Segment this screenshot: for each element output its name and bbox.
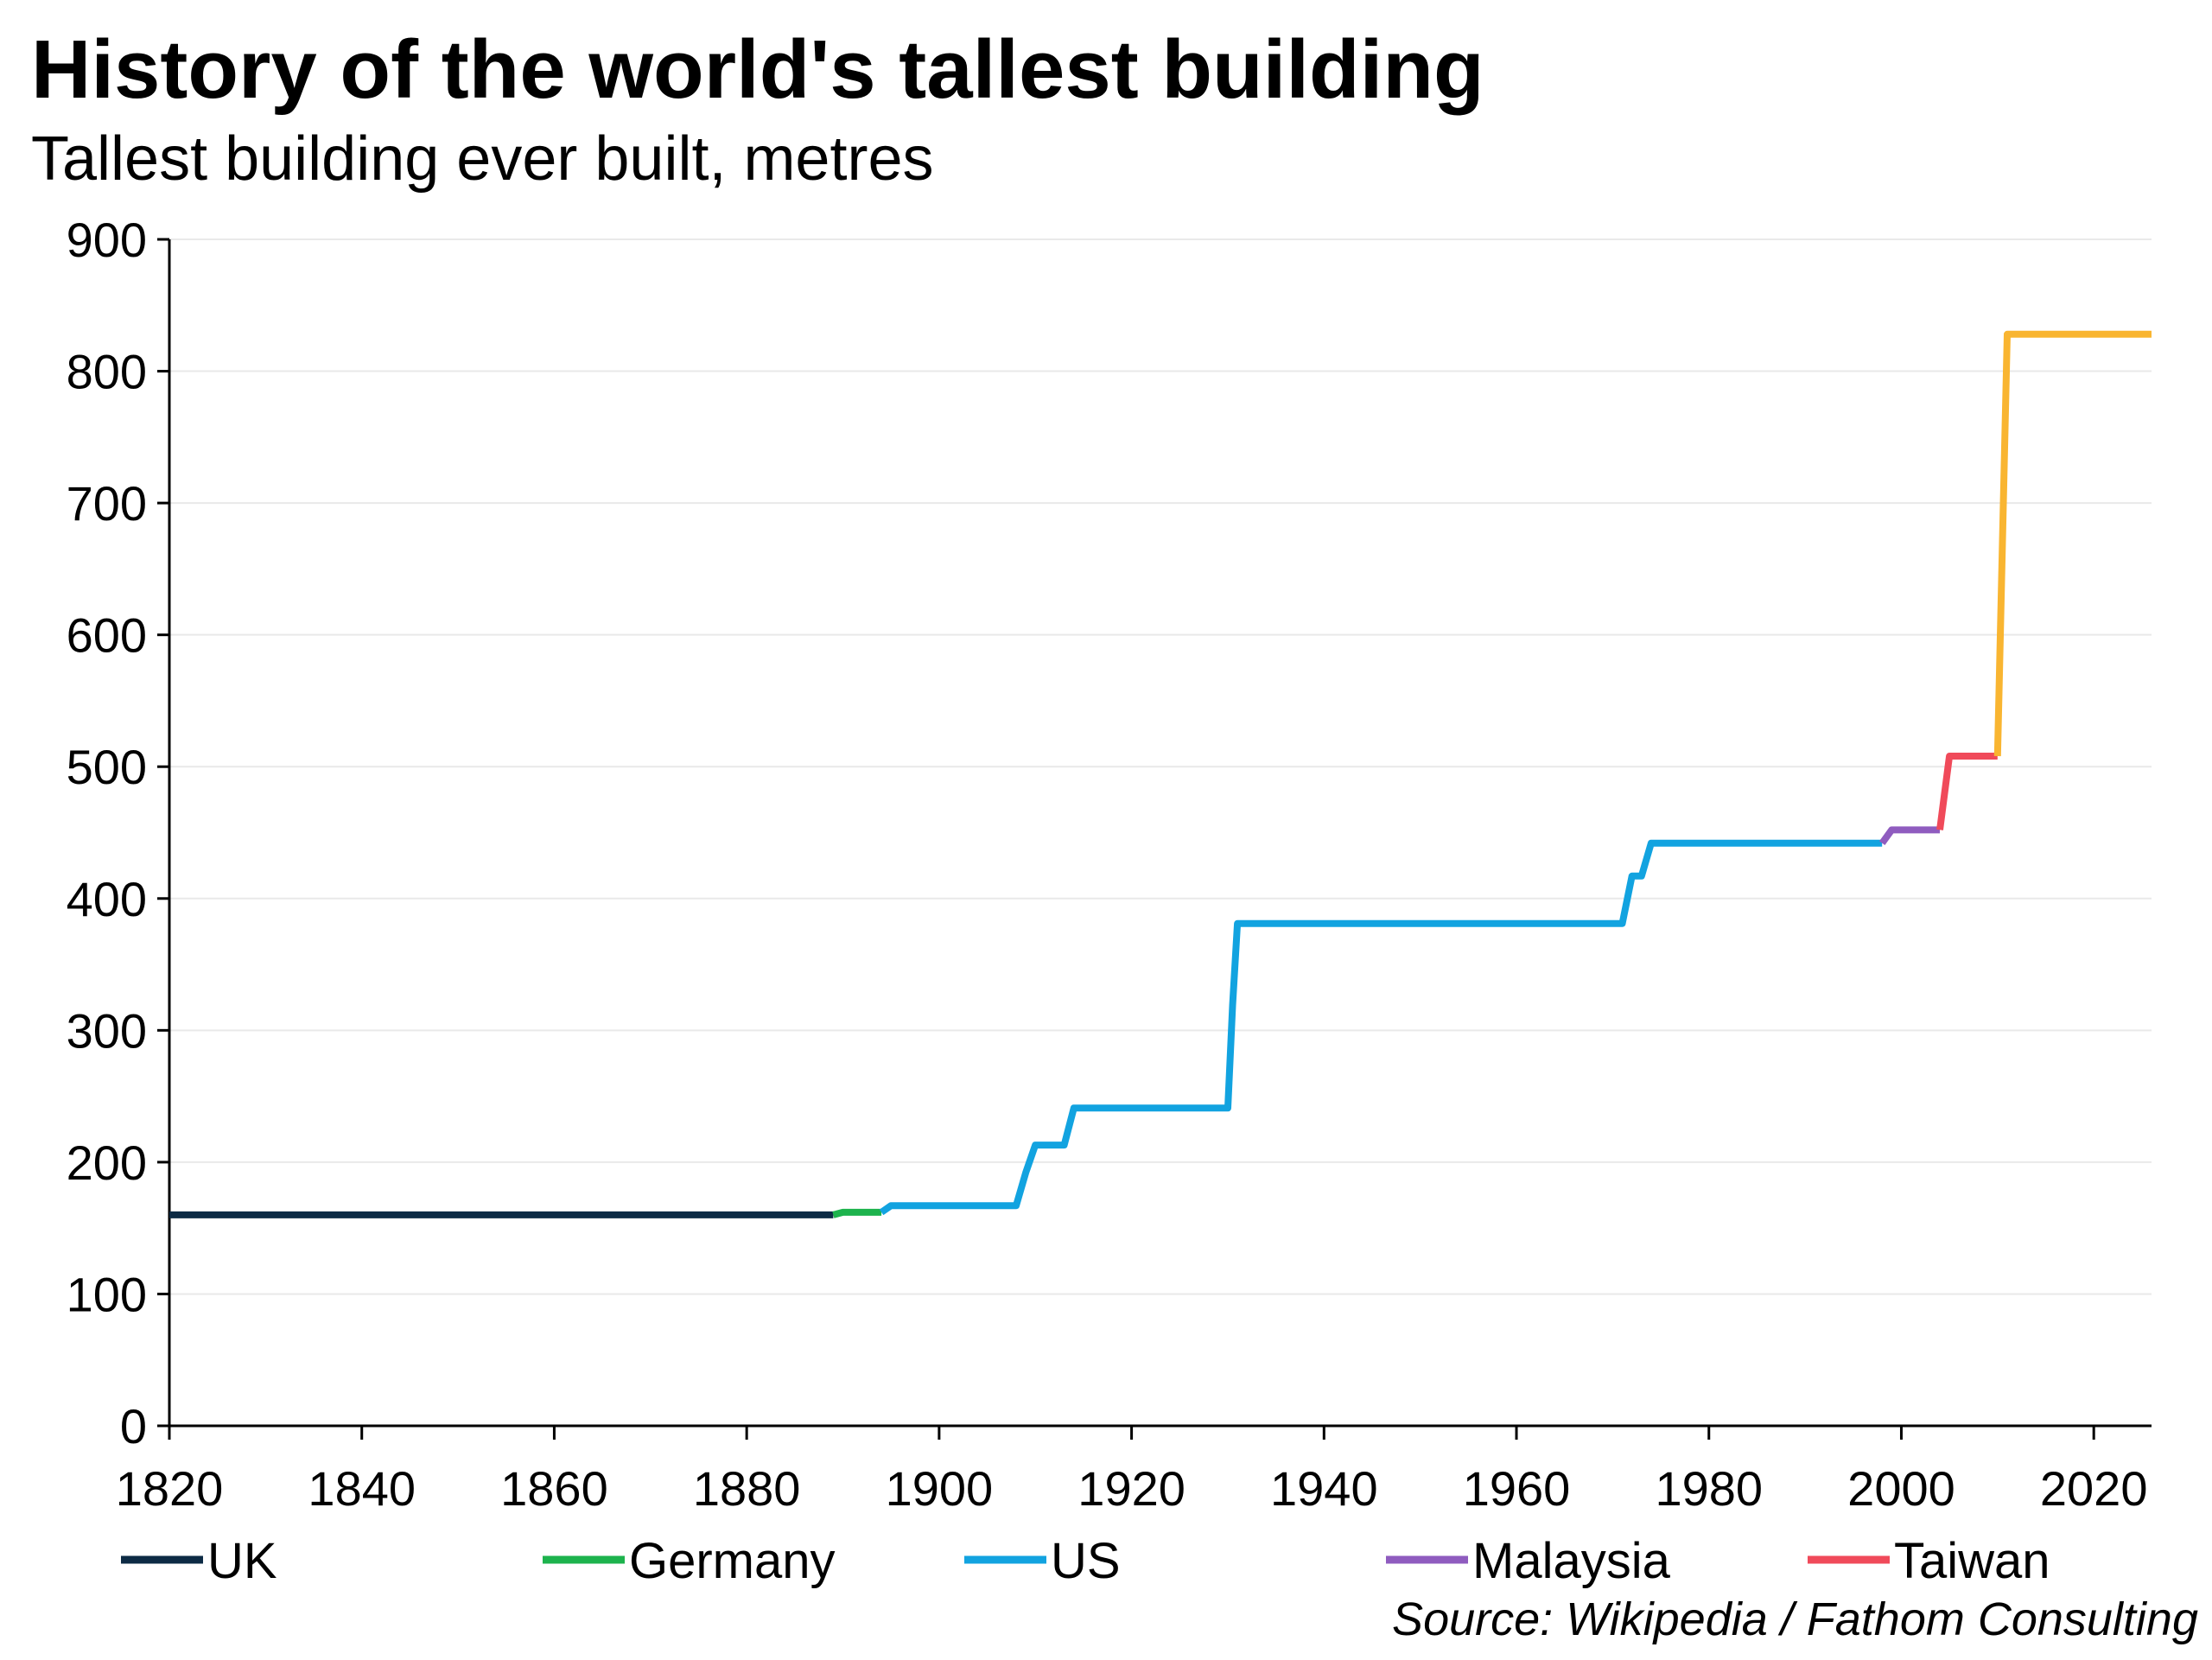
x-tick-label-1920: 1920: [1077, 1461, 1185, 1516]
x-tick-label-2020: 2020: [2040, 1461, 2148, 1516]
chart-subtitle: Tallest building ever built, metres: [31, 124, 934, 194]
legend[interactable]: UKGermanyUSMalaysiaTaiwanUAE: [121, 1533, 2212, 1589]
y-tick-label-800: 800: [67, 345, 147, 399]
x-tick-label-2000: 2000: [1847, 1461, 1955, 1516]
legend-label-taiwan: Taiwan: [1894, 1533, 2050, 1589]
y-tick-label-100: 100: [67, 1267, 147, 1321]
source-note: Source: Wikipedia / Fathom Consulting: [1392, 1593, 2198, 1645]
series-line-malaysia: [1878, 826, 1940, 846]
axes: 0 100 200 300 400 500 600 700 800 900 1820 1840 1860…: [67, 213, 2152, 1516]
y-tick-label-0: 0: [120, 1399, 147, 1453]
legend-label-germany: Germany: [629, 1533, 836, 1589]
y-tick-label-700: 700: [67, 476, 147, 531]
series-line-uae: [1993, 330, 2152, 757]
series-lines: [169, 330, 2152, 1218]
x-tick-label-1980: 1980: [1655, 1461, 1763, 1516]
series-line-taiwan: [1936, 753, 1998, 830]
x-tick-label-1940: 1940: [1270, 1461, 1378, 1516]
y-tick-label-300: 300: [67, 1003, 147, 1058]
y-tick-label-500: 500: [67, 740, 147, 794]
legend-item-us[interactable]: US: [964, 1533, 1121, 1589]
y-tick-label-900: 900: [67, 213, 147, 267]
legend-label-malaysia: Malaysia: [1472, 1533, 1671, 1589]
series-line-us: [879, 839, 1883, 1216]
y-tick-label-600: 600: [67, 608, 147, 663]
legend-item-taiwan[interactable]: Taiwan: [1808, 1533, 2050, 1589]
x-tick-label-1900: 1900: [886, 1461, 994, 1516]
y-tick-label-400: 400: [67, 872, 147, 926]
legend-label-us: US: [1051, 1533, 1121, 1589]
legend-item-germany[interactable]: Germany: [543, 1533, 836, 1589]
x-tick-label-1860: 1860: [500, 1461, 608, 1516]
legend-item-malaysia[interactable]: Malaysia: [1386, 1533, 1671, 1589]
chart-title: History of the world's tallest building: [31, 23, 1484, 116]
gridlines: [169, 239, 2152, 1295]
y-tick-label-200: 200: [67, 1135, 147, 1190]
legend-item-uk[interactable]: UK: [121, 1533, 277, 1589]
x-tick-label-1820: 1820: [116, 1461, 224, 1516]
series-line-germany: [832, 1208, 882, 1218]
x-tick-label-1840: 1840: [308, 1461, 416, 1516]
legend-label-uk: UK: [207, 1533, 277, 1589]
x-tick-label-1960: 1960: [1463, 1461, 1571, 1516]
x-tick-label-1880: 1880: [693, 1461, 801, 1516]
